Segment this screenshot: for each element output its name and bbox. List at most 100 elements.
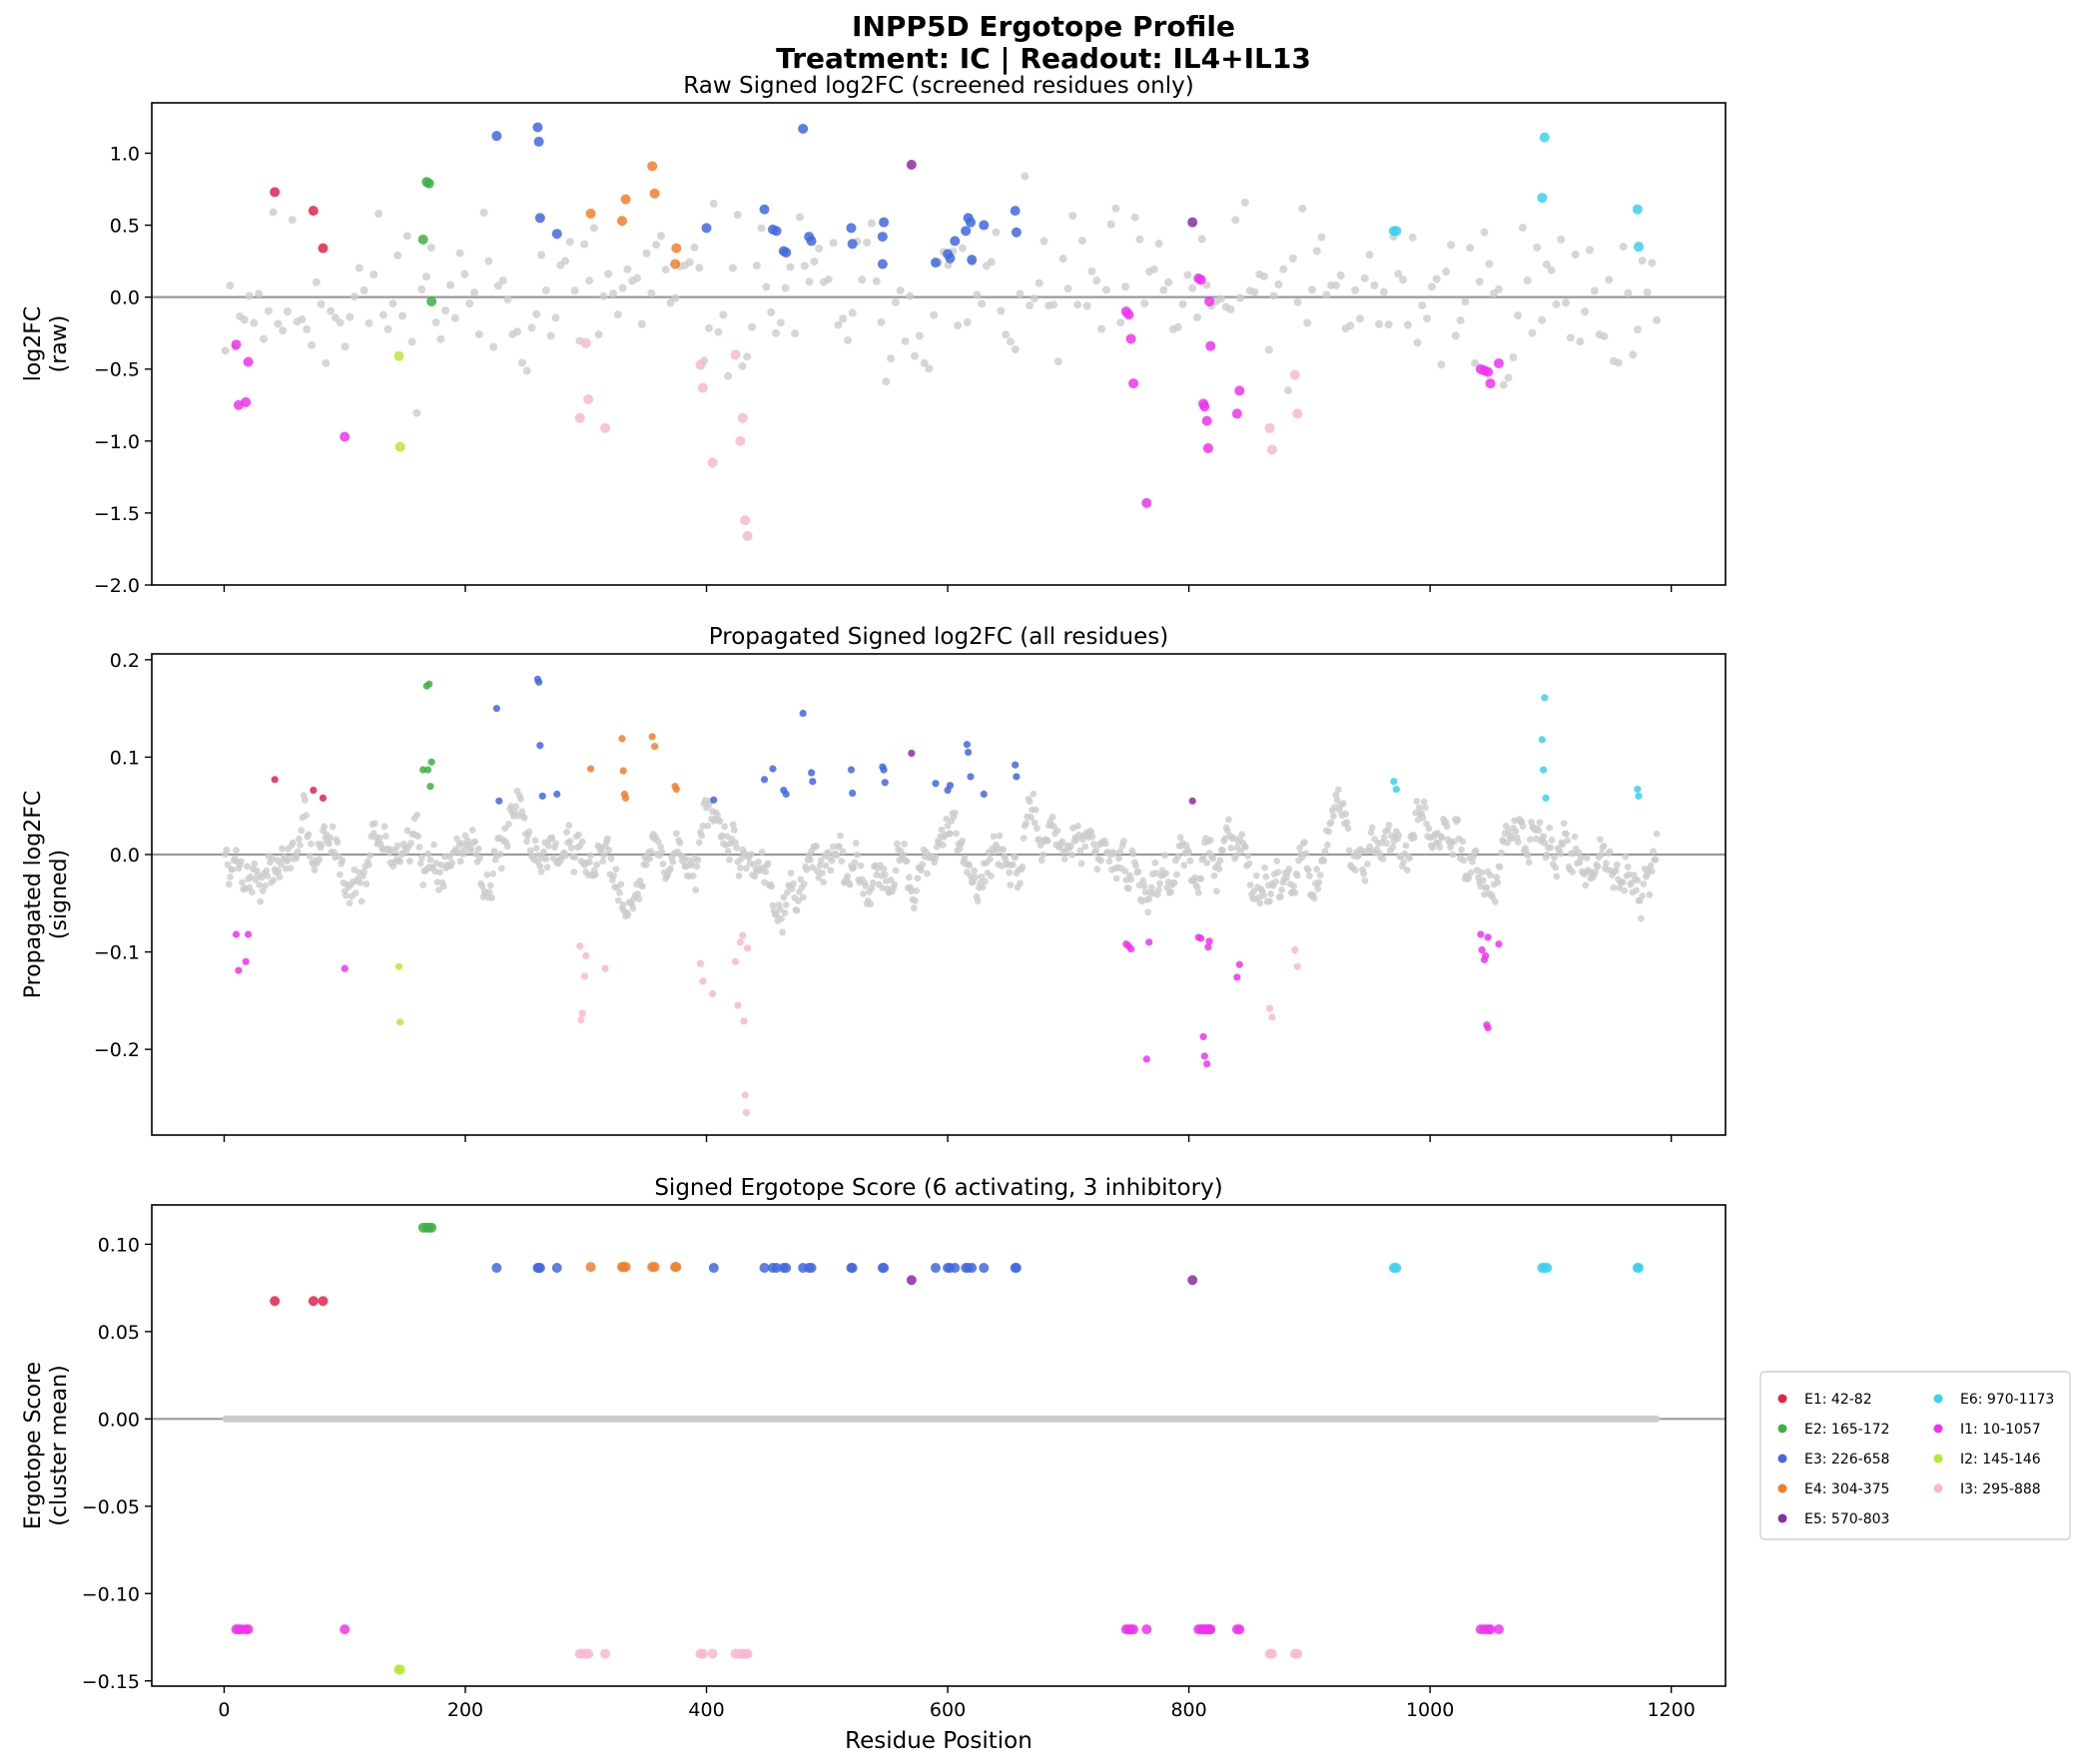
point-i3 [582,951,590,960]
background-point [563,829,570,837]
point-i3 [578,1009,586,1017]
point-i3 [601,964,609,972]
x-tick-label: 0 [218,1699,230,1721]
background-point [1566,333,1575,342]
background-point [1021,172,1030,181]
background-point [259,887,267,894]
background-point [1528,819,1535,826]
series-i1 [231,273,1504,508]
background-point [1262,873,1270,881]
background-point [312,278,321,287]
background-point [824,275,833,284]
background-point [1332,791,1340,799]
background-point [863,238,872,247]
background-point [339,857,347,865]
background-point [1614,358,1623,367]
point-i1 [1141,497,1152,508]
background-point [1639,892,1647,899]
background-point [1541,840,1549,847]
background-point [1260,272,1269,281]
point-e3 [877,259,888,270]
background-point [618,284,627,293]
legend-label-i3: I3: 295-888 [1960,1481,2041,1497]
background-point [1619,243,1628,252]
background-point [1035,279,1043,288]
point-e3 [781,1262,792,1273]
y-tick-label: 0.5 [110,216,140,238]
point-i1 [1202,443,1213,454]
point-i3 [707,1648,718,1659]
background-point [393,842,401,850]
point-e4 [649,188,660,199]
background-point [1156,880,1164,887]
background-point [1370,281,1379,290]
point-e6 [1538,736,1547,744]
background-point [566,838,574,845]
background-point [437,862,445,869]
chart-panel-2: Propagated Signed log2FC (all residues) −… [21,624,1727,1142]
point-e3 [759,1262,770,1273]
background-point [1032,806,1040,814]
background-point [317,299,326,308]
background-point [565,822,573,830]
background-point [489,870,497,878]
background-point [747,851,755,859]
background-point [1197,235,1206,244]
background-point [1413,798,1421,805]
background-point [778,914,785,922]
point-e3 [847,1262,858,1273]
background-point [882,377,891,386]
point-e4 [670,259,681,270]
background-point [1284,386,1293,395]
background-point [1093,866,1101,874]
background-point [1360,870,1368,878]
background-point [1648,868,1656,876]
point-i3 [580,337,591,348]
background-point [1346,321,1355,330]
background-point [1366,843,1374,851]
background-point [793,906,801,914]
background-point [354,264,363,273]
series-i3 [574,337,1303,541]
background-point [329,823,337,831]
background-point [672,830,680,838]
background-point [858,276,867,285]
background-point [605,847,613,854]
plot-frame [151,653,1727,1136]
point-i3 [580,972,589,980]
background-point [612,866,620,874]
background-point [617,881,625,888]
background-point [1000,846,1008,853]
background-point [827,867,835,875]
background-point [829,843,837,851]
background-point [403,827,411,835]
point-i1 [1145,938,1153,946]
point-e3 [961,226,972,237]
background-point [467,845,475,853]
background-point [468,826,476,834]
background-point [817,857,825,865]
point-e6 [1632,204,1643,215]
background-point [1321,848,1329,856]
background-point [413,811,421,819]
background-point [1380,834,1388,842]
background-point [695,839,703,847]
background-point [738,361,747,370]
background-point [527,323,536,332]
point-i2 [394,962,403,970]
background-point [659,860,667,868]
y-tick-label: 0.00 [98,1409,140,1431]
background-point [1307,286,1316,294]
background-point [1296,844,1304,852]
background-point [1548,837,1556,844]
background-point [1173,871,1180,879]
background-point [1459,838,1467,846]
background-point [698,832,706,840]
background-point [1034,825,1041,833]
point-e2 [423,766,432,774]
point-i1 [1125,333,1136,344]
background-point [441,305,450,314]
point-e3 [847,766,856,774]
background-point [1487,872,1494,880]
point-e3 [769,765,777,773]
